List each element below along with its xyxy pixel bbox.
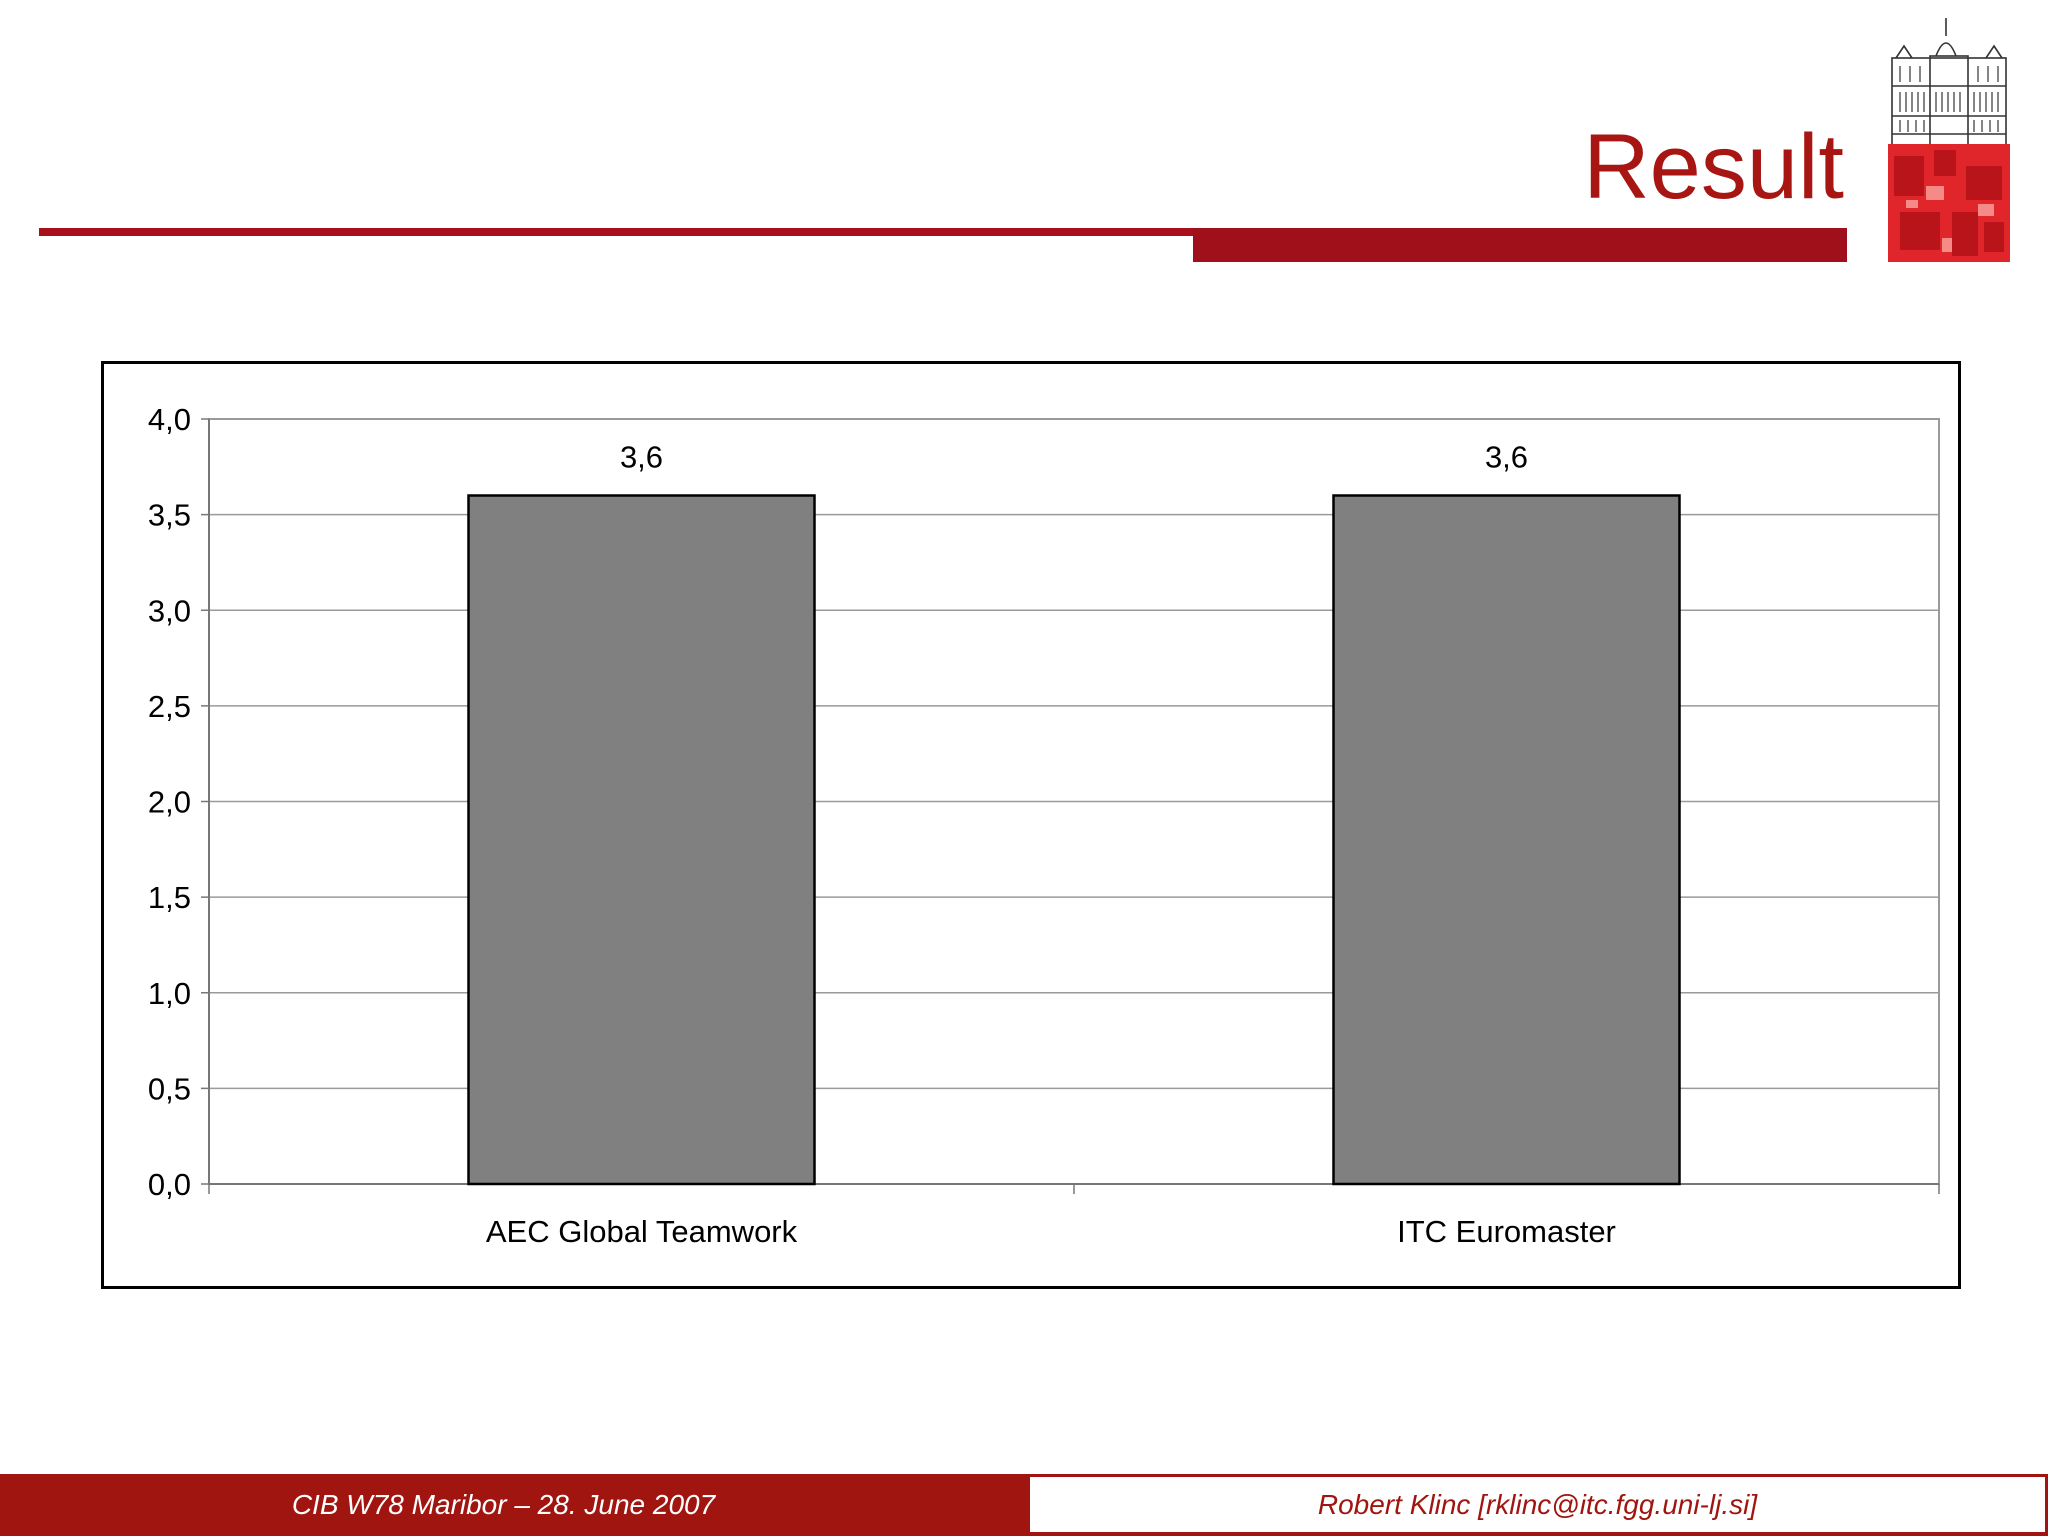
y-tick-label: 2,0 [148,785,191,820]
slide-title: Result [1583,116,1844,218]
footer-author-text: Robert Klinc [rklinc@itc.fgg.uni-lj.si] [1317,1488,1758,1520]
y-tick-label: 0,5 [148,1071,191,1106]
x-category-label: ITC Euromaster [1397,1214,1616,1249]
y-tick-label: 3,0 [148,593,191,628]
y-tick-label: 4,0 [148,402,191,437]
y-tick-label: 0,0 [148,1167,191,1202]
x-category-label: AEC Global Teamwork [486,1214,798,1249]
y-tick-label: 1,5 [148,880,191,915]
bar-value-label: 3,6 [620,440,663,475]
y-tick-label: 2,5 [148,689,191,724]
y-tick-label: 1,0 [148,976,191,1011]
footer-event-text: CIB W78 Maribor – 28. June 2007 [291,1489,716,1520]
bar [467,494,816,1186]
footer-author: Robert Klinc [rklinc@itc.fgg.uni-lj.si] [1027,1474,2048,1536]
y-tick-label: 3,5 [148,498,191,533]
chart-svg: 0,0 0,5 1,0 1,5 2,0 2,5 3,0 3,5 4,0 3,6 AEC Global… [148,402,1940,1249]
title-underline-thick [1193,228,1847,262]
bar-value-label: 3,6 [1485,440,1528,475]
university-logo [1886,16,2012,264]
title-underline-thin [39,228,1193,236]
footer-event: CIB W78 Maribor – 28. June 2007 [0,1474,1027,1536]
bar-chart: 0,0 0,5 1,0 1,5 2,0 2,5 3,0 3,5 4,0 3,6 AEC Global… [101,361,1961,1289]
bar [1332,494,1681,1186]
